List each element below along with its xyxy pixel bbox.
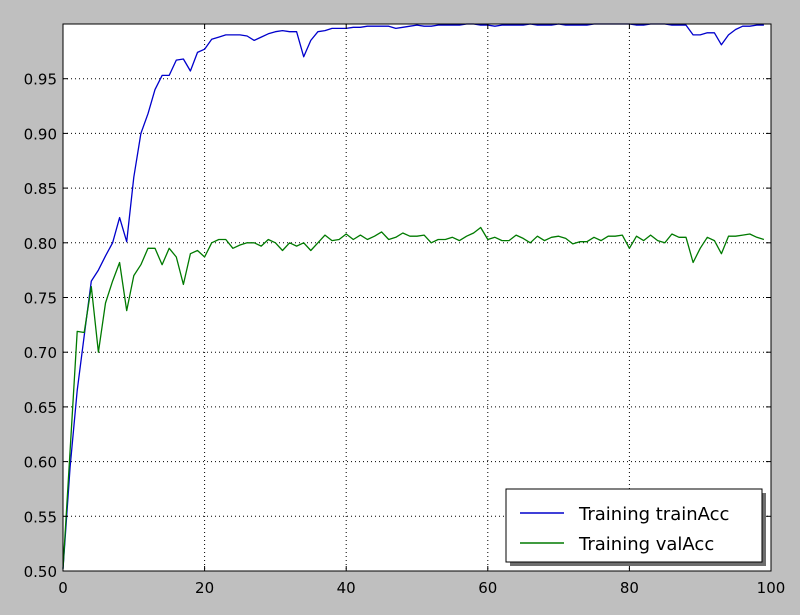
series-lines [62,23,765,569]
plot-area [63,24,771,571]
legend-box [505,488,763,563]
x-tick-label: 20 [195,579,214,597]
series-line-val-acc [62,226,765,569]
y-tick-label: 0.90 [24,125,57,143]
y-tick-label: 0.55 [24,508,57,526]
legend: Training trainAcc Training valAcc [505,488,766,566]
y-tick-label: 0.95 [24,71,57,89]
x-tick-label: 60 [478,579,497,597]
x-tick-label: 40 [337,579,356,597]
legend-label: Training valAcc [578,534,714,555]
legend-label: Training trainAcc [578,504,729,525]
y-tick-label: 0.70 [24,344,57,362]
y-tick-label: 0.60 [24,454,57,472]
series-line-train-acc [62,23,764,569]
y-tick-label: 0.80 [24,235,57,253]
x-tick-label: 100 [757,579,786,597]
y-tick-label: 0.85 [24,180,57,198]
y-tick-label: 0.50 [24,563,57,581]
x-tick-label: 0 [58,579,68,597]
y-tick-label: 0.65 [24,399,57,417]
x-tick-label: 80 [620,579,639,597]
axis-ticks: 0 20 40 60 80 100 0.50 0.55 0.60 0.65 0.70 0.75 0.80… [24,24,786,597]
y-tick-label: 0.75 [24,290,57,308]
